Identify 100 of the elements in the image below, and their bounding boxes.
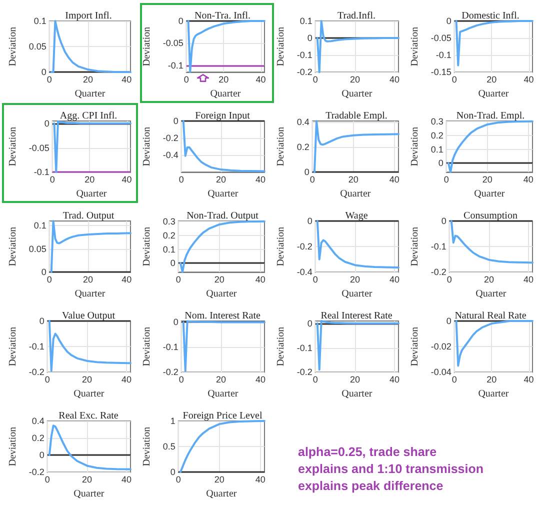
x-tick-label: 20 (214, 274, 224, 285)
y-axis-title: Deviation (142, 426, 152, 466)
y-tick-label: 0 (39, 316, 44, 326)
x-tick-label: 20 (348, 174, 358, 185)
x-tick-label: 20 (484, 274, 494, 285)
y-tick-label: 0.2 (296, 142, 310, 152)
y-tick-label: 0 (446, 316, 452, 326)
y-tick-label: 0.05 (28, 244, 46, 254)
y-tick-label: 0.1 (162, 244, 176, 254)
chart-title: Trad.Infl. (338, 10, 376, 22)
x-axis-title: Quarter (342, 288, 373, 300)
y-tick-label: -0.2 (430, 267, 446, 278)
line-series (48, 424, 132, 470)
y-tick-label: -0.4 (162, 150, 178, 160)
x-tick-label: 40 (255, 474, 266, 485)
text: alpha=0.25, trade share (298, 444, 438, 461)
chart-title: Agg. CPI Infl. (60, 110, 118, 122)
x-tick-label: 20 (83, 74, 94, 85)
x-axis-title: Quarter (208, 188, 239, 200)
y-tick-label: -0.05 (430, 33, 452, 44)
x-axis-title: Quarter (476, 288, 507, 300)
y-tick-label: -0.2 (28, 367, 44, 378)
x-tick-label: 40 (523, 174, 534, 185)
line-series (50, 220, 132, 274)
line-series (316, 320, 400, 371)
x-axis-title: Quarter (74, 388, 105, 400)
x-tick-label: 20 (482, 174, 492, 185)
x-tick-label: 40 (256, 174, 266, 185)
x-tick-label: 20 (216, 174, 226, 185)
y-tick-label: 0 (41, 267, 46, 278)
x-tick-label: 40 (122, 174, 132, 185)
line-series (50, 20, 132, 74)
y-tick-label: 0 (39, 450, 44, 460)
y-tick-label: -0.1 (28, 342, 44, 352)
x-tick-label: 40 (122, 274, 132, 285)
x-axis-title: Quarter (342, 388, 373, 400)
y-axis-title: Deviation (276, 226, 286, 266)
y-axis-title: Deviation (8, 126, 18, 166)
line-series (182, 320, 266, 372)
y-axis-title: Deviation (142, 326, 152, 366)
x-tick-label: 40 (389, 174, 400, 185)
chart-title: Real Interest Rate (320, 310, 393, 322)
x-tick-label: 20 (218, 74, 229, 85)
y-tick-label: 0 (170, 467, 176, 478)
chart-title: Foreign Price Level (182, 410, 262, 422)
y-tick-label: -0.2 (28, 467, 44, 478)
y-tick-label: 0 (446, 16, 452, 26)
y-tick-label: 0.1 (34, 220, 46, 231)
y-tick-label: 0 (44, 118, 50, 128)
x-axis-title: Quarter (208, 388, 239, 400)
y-tick-label: 0.1 (430, 144, 444, 154)
x-axis-title: Quarter (478, 88, 510, 100)
y-tick-label: 0 (178, 16, 184, 26)
y-axis-title: Deviation (142, 226, 152, 266)
chart-title: Non-Trad. Empl. (456, 110, 525, 122)
y-axis-title: Deviation (8, 26, 18, 66)
y-tick-label: -0.1 (168, 60, 184, 70)
x-tick-label: 20 (84, 174, 95, 185)
chart-title: Domestic Infl. (462, 10, 520, 22)
y-tick-label: 0 (307, 216, 312, 226)
chart-title: Non-Trad. Output (186, 210, 259, 222)
y-axis-title: Deviation (276, 126, 286, 166)
y-tick-label: -0.1 (162, 342, 178, 352)
chart-title: Nom. Interest Rate (184, 310, 261, 322)
x-axis-title: Quarter (76, 188, 108, 200)
y-tick-label: 0 (307, 318, 312, 328)
line-series (182, 120, 266, 172)
x-tick-label: 20 (82, 374, 92, 385)
x-tick-label: 20 (486, 374, 497, 385)
x-tick-label: 20 (350, 274, 360, 285)
y-tick-label: 0.3 (430, 116, 444, 127)
y-tick-label: 0 (173, 317, 178, 328)
x-tick-label: 40 (524, 274, 534, 285)
line-series (179, 420, 266, 474)
y-axis-title: Deviation (276, 326, 286, 366)
chart-title: Non-Tra. Infl. (194, 10, 251, 22)
x-tick-label: 40 (255, 274, 266, 285)
x-axis-title: Quarter (210, 88, 242, 100)
x-tick-label: 40 (122, 74, 132, 85)
y-tick-label: 0.05 (28, 42, 46, 52)
line-series (53, 120, 132, 174)
line-series (187, 20, 266, 74)
x-axis-title: Quarter (74, 288, 106, 300)
y-tick-label: 0 (307, 33, 312, 44)
y-tick-label: -0.2 (162, 367, 178, 378)
y-tick-label: -0.1 (296, 50, 312, 60)
x-tick-label: 20 (350, 374, 360, 385)
x-axis-title: Quarter (74, 488, 105, 500)
x-tick-label: 40 (390, 274, 400, 285)
y-tick-label: -0.2 (296, 67, 312, 78)
y-tick-label: -0.2 (162, 133, 178, 144)
y-tick-label: -0.05 (28, 142, 50, 153)
x-tick-label: 20 (83, 274, 94, 285)
x-tick-label: 40 (390, 74, 400, 85)
x-tick-label: 40 (256, 74, 266, 85)
y-axis-title: Deviation (276, 26, 286, 66)
x-tick-label: 40 (524, 374, 534, 385)
chart-title: Tradable Empl. (326, 110, 388, 122)
chart-title: Import Infl. (65, 10, 112, 22)
y-tick-label: -0.04 (430, 367, 452, 378)
